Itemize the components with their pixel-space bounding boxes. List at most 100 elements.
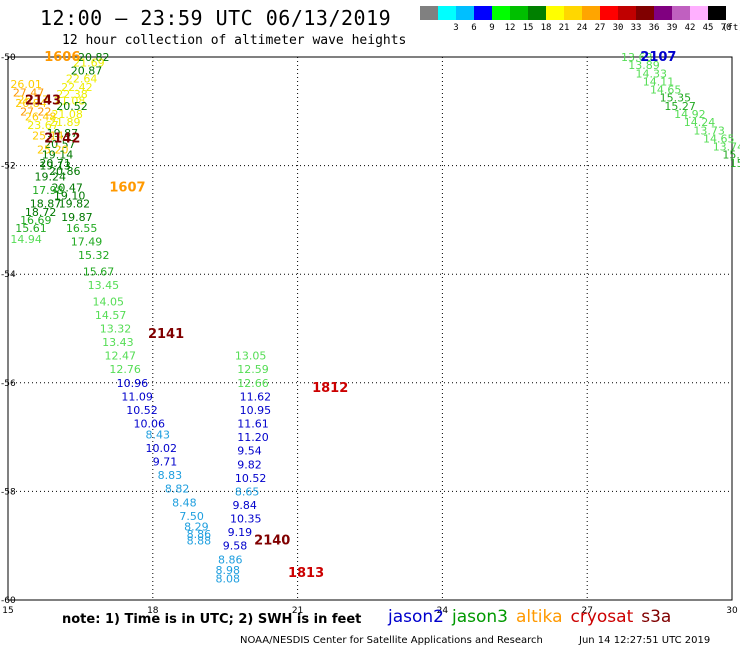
- wave-height-value: 14.94: [10, 233, 42, 246]
- wave-height-value: 8.08: [216, 572, 241, 585]
- wave-height-value: 16.55: [66, 222, 98, 235]
- wave-height-value: 14.65: [650, 84, 682, 97]
- wave-height-value: 10.06: [133, 418, 165, 431]
- pass-number-label: 1606: [44, 50, 80, 65]
- latitude-tick-label: -58: [1, 487, 16, 497]
- pass-number-label: 2141: [148, 327, 184, 342]
- pass-number-label: 2107: [640, 50, 676, 65]
- wave-height-value: 9.84: [232, 499, 257, 512]
- wave-height-value: 15.1: [722, 149, 740, 162]
- satellite-altika: altika: [516, 607, 563, 627]
- latitude-tick-label: -50: [1, 53, 16, 63]
- credit-line: NOAA/NESDIS Center for Satellite Applica…: [240, 635, 543, 646]
- wave-height-value: 8.82: [165, 483, 190, 496]
- wave-height-value: 18.72: [25, 206, 57, 219]
- wave-height-value: 12.47: [105, 350, 136, 363]
- legend-swatch: [600, 6, 618, 20]
- wave-height-value: 21.69: [73, 56, 105, 69]
- wave-height-value: 20.47: [51, 181, 83, 194]
- wave-height-value: 9.82: [237, 458, 262, 471]
- wave-height-value: 15.35: [660, 92, 692, 105]
- legend-label: 30: [612, 23, 624, 33]
- wave-height-value: 19.14: [42, 149, 74, 162]
- legend-label: 9: [489, 23, 495, 33]
- wave-height-value: 15: [730, 157, 740, 170]
- wave-height-value: 25.20: [37, 143, 69, 156]
- pass-number-label: 2142: [44, 131, 80, 146]
- wave-height-value: 10.02: [146, 442, 178, 455]
- wave-height-value: 9.71: [153, 456, 178, 469]
- wave-height-value: 14.24: [684, 116, 716, 129]
- wave-height-value: 13.89: [628, 59, 660, 72]
- wave-height-value: 19.82: [59, 198, 91, 211]
- wave-height-value: 13.74: [713, 141, 740, 154]
- wave-height-value: 9.19: [228, 526, 253, 539]
- wave-height-value: 13.43: [102, 336, 133, 349]
- wave-height-value: 14.33: [635, 67, 667, 80]
- wave-height-value: 20.71: [39, 157, 71, 170]
- wave-height-value: 22.64: [66, 73, 98, 86]
- legend-swatch: [672, 6, 690, 20]
- wave-height-value: 22.38: [56, 88, 87, 101]
- wave-height-value: 19.87: [61, 211, 93, 224]
- pass-number-label: 2143: [25, 93, 61, 108]
- legend-swatch: [654, 6, 672, 20]
- wave-height-value: 14.65: [703, 132, 735, 145]
- legend-swatch: [636, 6, 654, 20]
- map-title: 12:00 – 23:59 UTC 06/13/2019: [40, 6, 392, 30]
- wave-height-value: 23.67: [27, 119, 59, 132]
- wave-height-value: 8.86: [218, 553, 243, 566]
- latitude-tick-label: -54: [1, 270, 16, 280]
- legend-label: 42: [684, 23, 696, 33]
- wave-height-value: 12.59: [237, 363, 269, 376]
- legend-swatch: [582, 6, 600, 20]
- wave-height-value: 8.83: [158, 469, 183, 482]
- wave-height-value: 20.87: [71, 65, 103, 78]
- wave-height-value: 10.52: [235, 472, 267, 485]
- wave-height-value: 14.92: [674, 108, 706, 121]
- wave-height-value: 15.61: [15, 222, 46, 235]
- longitude-tick-label: 18: [147, 606, 159, 616]
- wave-height-value: 15.67: [83, 265, 115, 278]
- legend-swatch: [618, 6, 636, 20]
- wave-height-value: 8.98: [216, 564, 241, 577]
- legend-swatch: [528, 6, 546, 20]
- legend-label: 39: [666, 23, 678, 33]
- legend-label: 21: [558, 23, 570, 33]
- satellite-legend: jason2 jason3 altika cryosat s3a: [388, 607, 679, 627]
- wave-height-value: 20.57: [44, 138, 75, 151]
- longitude-tick-label: 27: [581, 606, 592, 616]
- wave-height-value: 21.89: [49, 116, 81, 129]
- wave-height-value: 8.48: [172, 496, 197, 509]
- satellite-cryosat: cryosat: [570, 607, 634, 627]
- wave-height-value: 19.13: [39, 160, 71, 173]
- pass-number-label: 1813: [288, 566, 324, 581]
- longitude-tick-label: 15: [2, 606, 13, 616]
- legend-swatch: [438, 6, 456, 20]
- wave-height-value: 13.32: [100, 323, 132, 336]
- latitude-tick-label: -52: [1, 162, 16, 172]
- generated-timestamp: Jun 14 12:27:51 UTC 2019: [579, 635, 711, 646]
- wave-height-value: 19.87: [47, 127, 79, 140]
- wave-height-value: 11.62: [240, 390, 272, 403]
- wave-height-value: 13.45: [88, 279, 120, 292]
- wave-height-value: 16.69: [20, 214, 52, 227]
- wave-height-value: 22.42: [61, 81, 93, 94]
- map-subtitle: 12 hour collection of altimeter wave hei…: [62, 33, 407, 48]
- wave-height-value: 27.47: [13, 86, 45, 99]
- wave-height-value: 26.48: [25, 111, 57, 124]
- satellite-jason3: jason3: [452, 607, 508, 627]
- wave-height-value: 7.50: [179, 510, 204, 523]
- satellite-s3a: s3a: [641, 607, 672, 627]
- wave-height-value: 10.95: [240, 404, 272, 417]
- wave-height-value: 19.10: [54, 189, 86, 202]
- longitude-tick-label: 21: [292, 606, 303, 616]
- wave-height-value: 13.63: [621, 51, 653, 64]
- wave-height-value: 20.86: [49, 165, 81, 178]
- wave-height-value: 14.05: [92, 295, 124, 308]
- wave-height-value: 12.66: [237, 377, 269, 390]
- legend-swatch: [690, 6, 708, 20]
- wave-height-value: 10.52: [126, 404, 157, 417]
- legend-label: 6: [471, 23, 477, 33]
